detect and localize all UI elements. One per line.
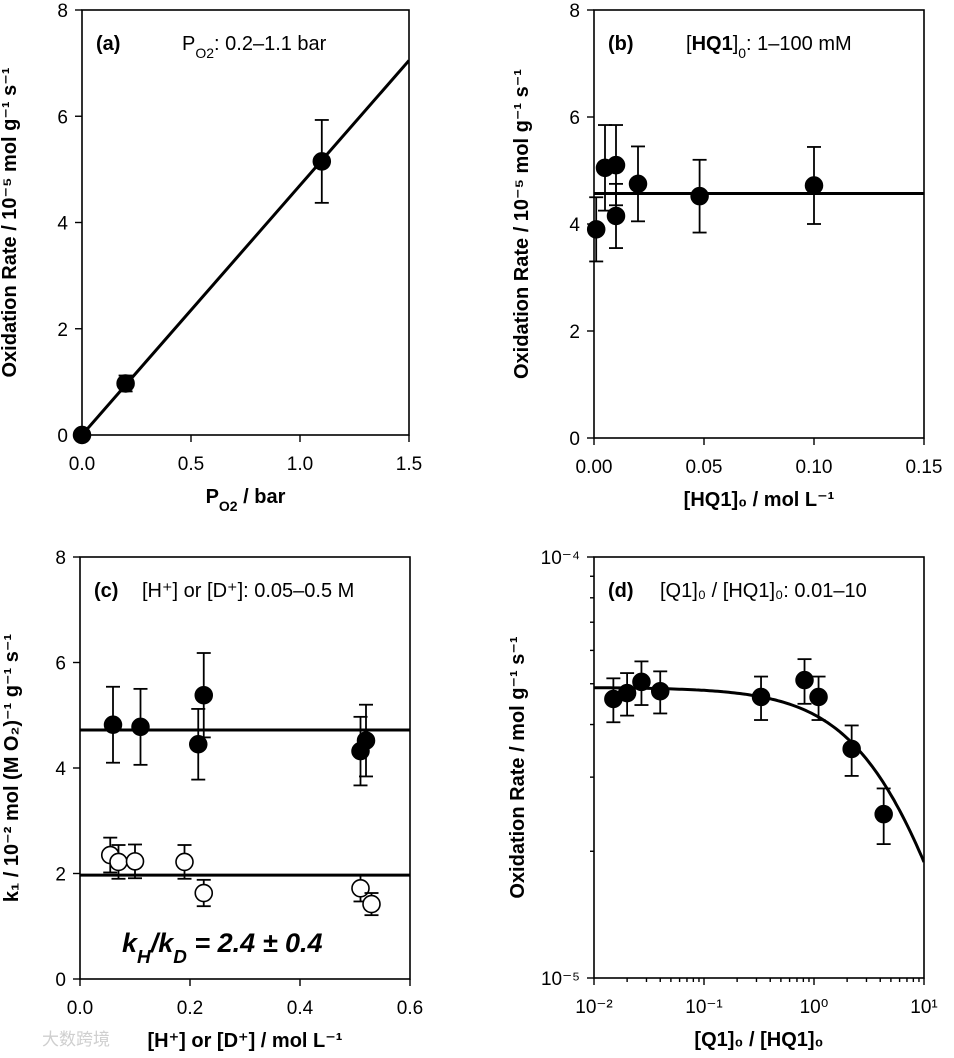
x-tick-label: 1.0 [287, 454, 313, 475]
kie-annotation: kH/kD = 2.4 ± 0.4 [122, 928, 323, 968]
data-point-0 [103, 715, 123, 734]
y-axis-label: Oxidation Rate / 10⁻⁵ mol g⁻¹ s⁻¹ [0, 67, 21, 377]
data-point-6 [809, 687, 828, 707]
y-tick-label: 6 [55, 654, 66, 675]
y-tick-label: 8 [57, 1, 68, 22]
y-tick-label: 4 [569, 215, 580, 236]
panel-condition: [H⁺] or [D⁺]: 0.05–0.5 M [142, 580, 354, 602]
x-tick-label: 0.0 [67, 998, 93, 1019]
d-point-2 [125, 852, 145, 871]
data-point-7 [842, 739, 861, 759]
x-tick-label: 0.5 [178, 454, 204, 475]
x-tick-label: 0.05 [686, 457, 723, 478]
data-point-0 [586, 220, 606, 239]
x-tick-label: 0.4 [287, 998, 314, 1019]
y-tick-label: 0 [57, 426, 68, 447]
data-point-5 [690, 186, 709, 206]
panel-condition: PO2: 0.2–1.1 bar [182, 33, 327, 61]
data-point-2 [189, 735, 208, 754]
data-point-1 [116, 374, 135, 393]
plot-frame [593, 556, 925, 979]
watermark: 大数跨境 [42, 1030, 110, 1049]
x-tick-label: 0.15 [906, 457, 943, 478]
x-tick-label: 0.10 [796, 457, 833, 478]
y-tick-label: 4 [57, 214, 68, 235]
data-point-5 [356, 731, 376, 750]
panel-condition: [Q1]₀ / [HQ1]₀: 0.01–10 [660, 580, 867, 602]
data-point-3 [194, 685, 213, 705]
data-point-4 [751, 687, 771, 707]
panel-tag: (d) [608, 580, 634, 602]
data-point-5 [795, 670, 814, 690]
panel-tag: (a) [96, 33, 120, 55]
x-axis-label: [HQ1]₀ / mol L⁻¹ [684, 489, 835, 511]
fit-line [82, 59, 409, 435]
x-tick-label: 10⁰ [800, 997, 829, 1018]
y-axis-label: Oxidation Rate / 10⁻⁵ mol g⁻¹ s⁻¹ [511, 69, 533, 379]
data-point-4 [628, 174, 648, 194]
plot-frame [81, 9, 410, 436]
data-point-1 [131, 717, 150, 737]
panel-tag: (c) [94, 580, 118, 602]
d-point-4 [194, 883, 214, 903]
y-tick-label: 0 [569, 429, 580, 450]
plot-frame [593, 9, 925, 439]
panel-a: 0.0 0.5 1.0 1.5 0 2 4 6 8 Oxidation Rate / 10⁻⁵ m… [0, 1, 422, 514]
x-tick-label: 10⁻¹ [685, 997, 723, 1018]
x-tick-label: 0.2 [177, 998, 203, 1019]
x-axis-label: [H⁺] or [D⁺] / mol L⁻¹ [148, 1030, 343, 1052]
y-tick-label: 6 [57, 107, 68, 128]
d-point-6 [362, 894, 381, 914]
panel-c: 0.0 0.2 0.4 0.6 0 2 4 6 8 k₁ / 10⁻² mol (M O₂)⁻¹ … [1, 548, 423, 1052]
d-point-1 [109, 852, 128, 872]
x-tick-label: 0.6 [397, 998, 423, 1019]
x-tick-label: 1.5 [396, 454, 422, 475]
fit-line [594, 686, 924, 863]
x-tick-label: 10⁻² [575, 997, 613, 1018]
data-point-2 [606, 155, 626, 175]
x-tick-label: 0.00 [576, 457, 613, 478]
y-tick-label: 4 [55, 759, 66, 780]
data-point-3 [606, 206, 626, 226]
y-tick-label: 2 [569, 322, 580, 343]
data-point-2 [312, 152, 332, 171]
y-tick-label: 8 [569, 1, 580, 22]
data-point-3 [650, 681, 670, 701]
x-tick-label: 0.0 [69, 454, 95, 475]
x-axis-label: [Q1]₀ / [HQ1]₀ [694, 1029, 823, 1051]
x-axis-label: PO2 / bar [206, 486, 286, 514]
x-tick-label: 10¹ [910, 997, 937, 1018]
data-point-0 [72, 425, 92, 445]
panel-condition: [HQ1]0: 1–100 mM [686, 33, 852, 61]
y-tick-label: 10⁻⁴ [541, 548, 580, 569]
y-axis-label: Oxidation Rate / mol g⁻¹ s⁻¹ [507, 636, 529, 899]
y-tick-label: 6 [569, 108, 580, 129]
data-point-6 [804, 176, 824, 195]
panel-d: 10⁻² 10⁻¹ 10⁰ 10¹ 10⁻⁵ 10⁻⁴ Oxidation Rate / m… [507, 548, 938, 1051]
d-point-3 [175, 852, 194, 872]
data-point-2 [632, 672, 651, 692]
y-tick-label: 2 [55, 865, 66, 886]
data-point-1 [617, 683, 637, 703]
y-tick-label: 8 [55, 548, 66, 569]
d-point-5 [351, 878, 370, 898]
data-point-8 [874, 804, 893, 824]
y-tick-label: 10⁻⁵ [541, 969, 580, 990]
panel-b: 0.00 0.05 0.10 0.15 0 2 4 6 8 Oxidation Rate / 10… [511, 1, 942, 511]
panel-tag: (b) [608, 33, 634, 55]
y-tick-label: 0 [55, 970, 66, 991]
y-tick-label: 2 [57, 320, 68, 341]
y-axis-label: k₁ / 10⁻² mol (M O₂)⁻¹ g⁻¹ s⁻¹ [1, 634, 23, 903]
